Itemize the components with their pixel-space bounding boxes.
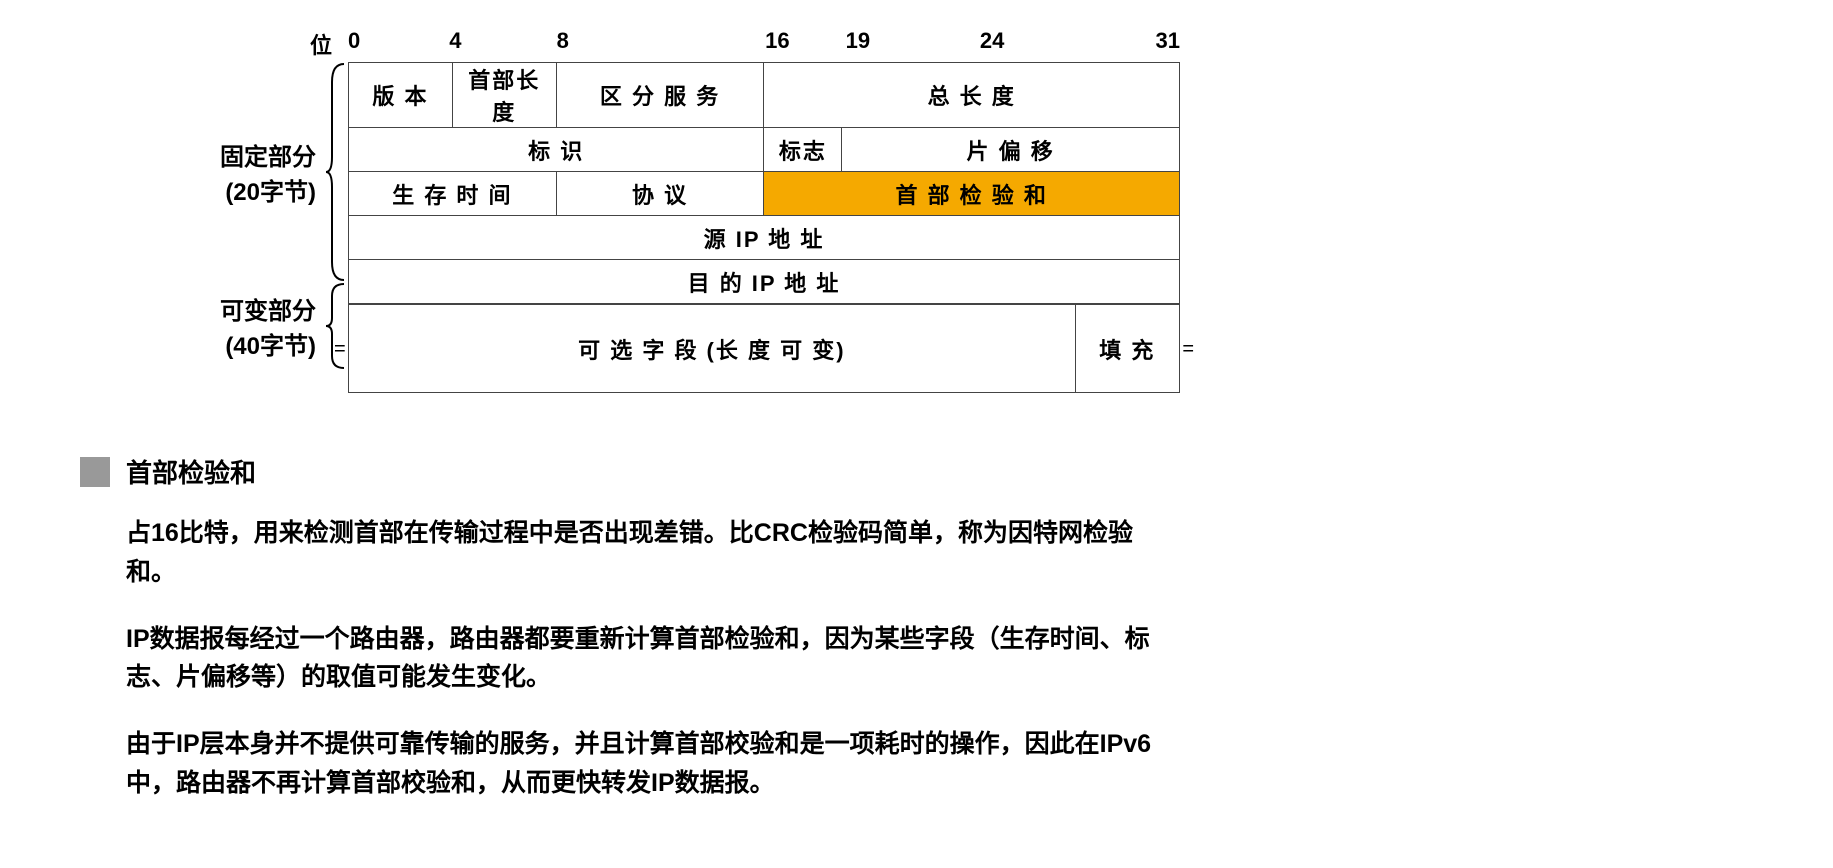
- description-p2: IP数据报每经过一个路由器，路由器都要重新计算首部检验和，因为某些字段（生存时间…: [126, 620, 1180, 698]
- bit-word-label: 位: [310, 28, 332, 60]
- bit-tick: 31: [1156, 28, 1180, 54]
- bullet-square-icon: [80, 457, 110, 487]
- bit-tick: 24: [980, 28, 1004, 54]
- header-field-cell: 首 部 检 验 和: [764, 172, 1180, 216]
- bit-tick: 4: [449, 28, 461, 54]
- var-label-line1: 可变部分: [220, 291, 316, 326]
- description-section: 首部检验和 占16比特，用来检测首部在传输过程中是否出现差错。比CRC检验码简单…: [80, 453, 1180, 803]
- header-field-cell: 源 IP 地 址: [349, 216, 1180, 260]
- bit-tick: 19: [846, 28, 870, 54]
- header-field-cell: 标 识: [349, 128, 764, 172]
- var-label-line2: (40字节): [225, 326, 316, 361]
- header-field-cell: 目 的 IP 地 址: [349, 260, 1180, 304]
- variable-field-cell: 填 充: [1075, 305, 1179, 393]
- bit-tick: 0: [348, 28, 360, 54]
- left-label-column: 固定部分 (20字节) 可变部分 (40字节): [220, 20, 324, 370]
- brace-fixed: [324, 62, 348, 282]
- header-field-cell: 生 存 时 间: [349, 172, 557, 216]
- description-p3: 由于IP层本身并不提供可靠传输的服务，并且计算首部校验和是一项耗时的操作，因此在…: [126, 725, 1180, 803]
- ip-header-diagram: 固定部分 (20字节) 可变部分 (40字节) 位 0 4 8 16 19 24 31 版 …: [220, 20, 1793, 393]
- bit-tick: 8: [557, 28, 569, 54]
- header-field-cell: 协 议: [556, 172, 764, 216]
- header-table: 版 本首部长度区 分 服 务总 长 度标 识标志片 偏 移生 存 时 间协 议首…: [348, 62, 1180, 304]
- header-field-cell: 区 分 服 务: [556, 63, 764, 128]
- fixed-part-label: 固定部分 (20字节): [220, 62, 316, 282]
- header-field-cell: 总 长 度: [764, 63, 1180, 128]
- header-field-cell: 版 本: [349, 63, 453, 128]
- header-field-cell: 首部长度: [452, 63, 556, 128]
- eq-mark-right: =: [1182, 338, 1194, 361]
- variable-field-cell: 可 选 字 段 (长 度 可 变): [349, 305, 1076, 393]
- table-column: 位 04816192431 版 本首部长度区 分 服 务总 长 度标 识标志片 …: [348, 20, 1180, 393]
- brace-column: [324, 62, 348, 370]
- description-heading: 首部检验和: [80, 453, 1180, 490]
- header-field-cell: 片 偏 移: [842, 128, 1180, 172]
- fixed-label-line2: (20字节): [225, 172, 316, 207]
- heading-text: 首部检验和: [126, 453, 256, 490]
- eq-mark-left: =: [334, 338, 346, 361]
- fixed-label-line1: 固定部分: [220, 137, 316, 172]
- header-field-cell: 标志: [764, 128, 842, 172]
- bit-tick: 16: [765, 28, 789, 54]
- variable-table: 可 选 字 段 (长 度 可 变)填 充: [348, 304, 1180, 393]
- variable-part-label: 可变部分 (40字节): [220, 282, 316, 370]
- description-p1: 占16比特，用来检测首部在传输过程中是否出现差错。比CRC检验码简单，称为因特网…: [126, 514, 1180, 592]
- variable-row-container: = 可 选 字 段 (长 度 可 变)填 充 =: [348, 304, 1180, 393]
- bit-ruler: 位 04816192431: [348, 20, 1180, 62]
